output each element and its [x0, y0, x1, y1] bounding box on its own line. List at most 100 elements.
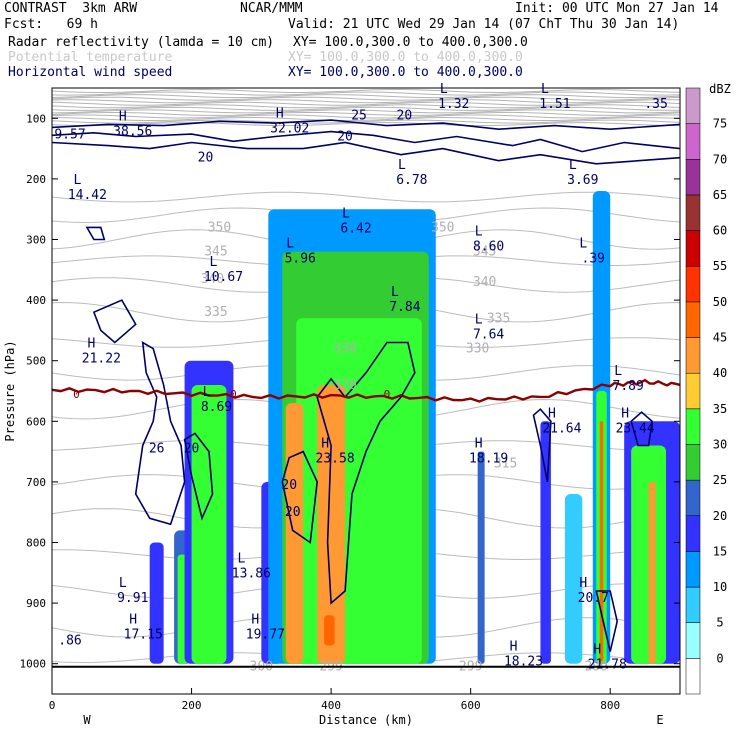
wind-extremum-marker: H	[510, 640, 518, 655]
colorbar-tick-label: 60	[713, 224, 727, 238]
colorbar-swatch	[685, 194, 701, 231]
colorbar-tick-label: 10	[713, 580, 727, 594]
x-tick-label: 0	[49, 699, 56, 712]
colorbar-tick-label: 50	[713, 295, 727, 309]
theta-contour-label: 330	[466, 342, 489, 357]
colorbar: 0 5 10 15 20 25 30 35 40 45 50 55 60 65 70 75 dBZ	[685, 82, 731, 695]
reflectivity-cell	[564, 494, 583, 664]
theta-contour-label: 330	[333, 342, 356, 357]
wind-contour-label: 25	[351, 108, 367, 123]
colorbar-swatch	[685, 408, 701, 445]
colorbar-swatch	[685, 87, 701, 124]
colorbar-tick-label: 5	[716, 616, 723, 630]
y-tick-label: 700	[26, 476, 46, 489]
theta-contour-label: 345	[204, 245, 227, 260]
freezing-level-label: 0	[73, 388, 80, 401]
theta-contour-label: 345	[473, 245, 496, 260]
colorbar-tick-label: 30	[713, 437, 727, 451]
theta-contour-label: 340	[201, 272, 224, 287]
colorbar-tick-label: 70	[713, 152, 727, 166]
header-model: CONTRAST 3km ARW	[4, 1, 138, 16]
colorbar-tick-label: 40	[713, 366, 727, 380]
colorbar-tick-label: 20	[713, 509, 727, 523]
wind-extremum-value: 19.77	[246, 627, 285, 642]
wind-contour-loop	[281, 450, 319, 544]
field-wind-name: Horizontal wind speed	[8, 65, 173, 80]
wind-extremum-value: 6.78	[396, 173, 427, 188]
x-end-label-west: W	[83, 713, 91, 727]
x-tick-label: 800	[600, 699, 620, 712]
wind-extremum-value: 32.02	[270, 121, 309, 136]
upper-theta-contour	[52, 106, 680, 111]
wind-extremum-value: 9.57	[54, 127, 85, 142]
wind-extremum-value: .86	[58, 633, 81, 648]
field-reflectivity-xy: XY= 100.0,300.0 to 400.0,300.0	[293, 35, 528, 50]
wind-contour-loop	[92, 299, 137, 344]
upper-theta-contour	[52, 91, 680, 96]
colorbar-swatch	[685, 337, 701, 374]
theta-contour-label: 335	[204, 305, 227, 320]
wind-contour-label: 20	[337, 129, 353, 144]
upper-theta-contour	[52, 114, 680, 119]
theta-contour-label: 320	[333, 378, 356, 393]
colorbar-swatch	[685, 658, 701, 695]
upper-theta-contour	[52, 101, 680, 106]
colorbar-swatch	[685, 479, 701, 517]
wind-extremum-marker: L	[440, 82, 448, 97]
x-end-label-east: E	[656, 713, 663, 727]
wind-extremum-marker: H	[621, 406, 629, 421]
colorbar-unit-label: dBZ	[709, 82, 731, 96]
field-reflectivity-name: Radar reflectivity (lamda = 10 cm)	[8, 35, 275, 50]
colorbar-swatch	[685, 622, 701, 659]
wind-extremum-value: .35	[644, 97, 667, 112]
wind-extremum-value: 7.64	[473, 327, 504, 342]
reflectivity-cell	[540, 421, 551, 664]
wind-extremum-marker: L	[475, 225, 483, 240]
wind-contour-line	[52, 130, 680, 153]
theta-contour-line	[52, 191, 680, 203]
reflectivity-cell	[648, 481, 656, 664]
wind-contour-line	[52, 141, 680, 165]
freezing-level-line	[52, 378, 680, 403]
x-tick-label: 400	[321, 699, 341, 712]
theta-contour-label: 340	[473, 275, 496, 290]
colorbar-tick-label: 55	[713, 259, 727, 273]
freezing-level-label: 0	[230, 388, 237, 401]
field-theta-name: Potential temperature	[8, 50, 173, 65]
field-wind-xy: XY= 100.0,300.0 to 400.0,300.0	[288, 65, 523, 80]
upper-theta-contour	[52, 94, 680, 99]
wind-contour-loop	[85, 226, 106, 241]
colorbar-swatch	[685, 586, 701, 623]
wind-contour-loop	[316, 341, 416, 605]
field-theta-xy: XY= 100.0,300.0 to 400.0,300.0	[288, 50, 523, 65]
wind-extremum-value: 38.56	[113, 124, 152, 139]
wind-extremum-marker: L	[541, 82, 549, 97]
plot-frame	[51, 87, 681, 695]
wind-extremum-marker: L	[286, 237, 294, 252]
colorbar-swatch	[685, 372, 701, 410]
header-valid-time: Valid: 21 UTC Wed 29 Jan 14 (07 ChT Thu …	[288, 17, 680, 32]
theta-contour-label: 315	[494, 457, 517, 472]
freezing-level-label: 0	[384, 388, 391, 401]
wind-contour-loop	[183, 432, 214, 521]
y-tick-label: 600	[26, 415, 46, 428]
colorbar-swatch	[685, 301, 701, 338]
wind-contour-loop	[630, 411, 653, 447]
wind-extremum-value: 6.42	[340, 221, 371, 236]
wind-extremum-marker: H	[475, 437, 483, 452]
wind-extremum-marker: L	[579, 237, 587, 252]
upper-theta-contour	[52, 116, 680, 122]
colorbar-swatch	[685, 230, 701, 267]
wind-extremum-marker: H	[119, 109, 127, 124]
wind-extremum-marker: H	[276, 106, 284, 121]
x-tick-label: 600	[461, 699, 481, 712]
y-axis-title: Pressure (hPa)	[3, 340, 17, 441]
colorbar-tick-label: 65	[713, 188, 727, 202]
theta-contour-label: 335	[487, 311, 510, 326]
wind-extremum-value: 3.69	[567, 173, 598, 188]
wind-contour-loop	[595, 590, 619, 652]
reflectivity-cell	[317, 384, 346, 664]
y-tick-label: 900	[26, 597, 46, 610]
